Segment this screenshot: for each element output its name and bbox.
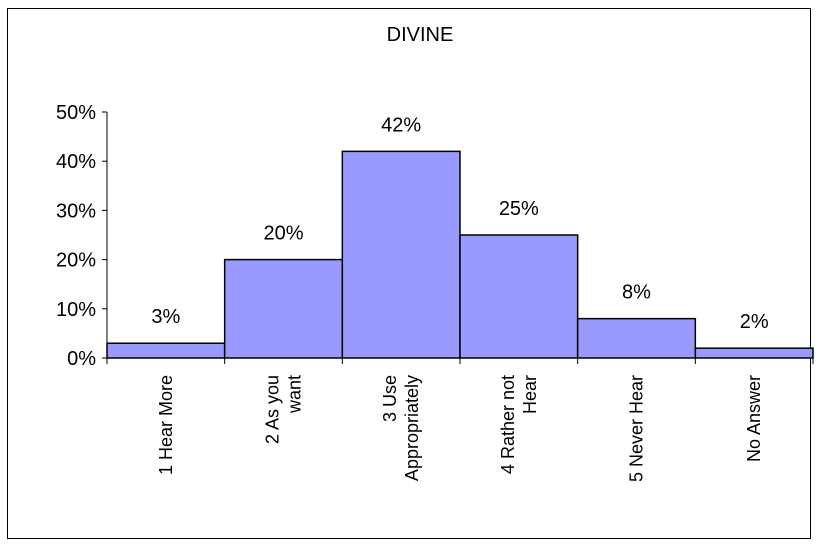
category-label-line: Hear [520, 375, 540, 414]
bar [106, 342, 226, 359]
data-label: 42% [381, 114, 421, 136]
axes: 0% 10% 20% 30% 40% 50% [56, 102, 814, 370]
y-tick-label: 10% [56, 299, 96, 321]
category-labels: 1 Hear More 2 As you want 3 Use Appropriatel… [156, 375, 764, 482]
bars [106, 150, 814, 359]
y-tick-label: 0% [67, 348, 96, 370]
category-label: 5 Never Hear [627, 375, 647, 482]
category-label: 3 Use Appropriately [380, 375, 422, 481]
y-tick-label: 20% [56, 250, 96, 272]
data-labels: 3% 20% 42% 25% 8% 2% [151, 114, 768, 333]
chart-frame [7, 8, 811, 539]
bar [223, 258, 344, 359]
category-label: 1 Hear More [156, 375, 176, 475]
category-label-line: Appropriately [402, 375, 422, 481]
category-label-line: want [285, 375, 305, 414]
data-label: 25% [499, 198, 539, 220]
bar [576, 317, 697, 359]
data-label: 20% [263, 223, 303, 245]
category-label-line: 5 Never Hear [627, 375, 647, 482]
category-label-line: 2 As you [263, 375, 283, 444]
y-tick-label: 30% [56, 200, 96, 222]
category-label-line: 4 Rather not [498, 375, 518, 474]
category-label: No Answer [744, 375, 764, 462]
data-label: 2% [740, 311, 769, 333]
category-label-line: No Answer [744, 375, 764, 462]
chart-title: DIVINE [387, 24, 454, 46]
bar [341, 150, 461, 359]
category-label-line: 1 Hear More [156, 375, 176, 475]
bar [459, 234, 579, 359]
data-label: 8% [622, 282, 651, 304]
y-tick-label: 50% [56, 102, 96, 124]
bar [694, 347, 814, 359]
category-label: 4 Rather not Hear [498, 375, 540, 474]
category-label-line: 3 Use [380, 375, 400, 422]
data-label: 3% [151, 306, 180, 328]
category-label: 2 As you want [263, 375, 305, 444]
y-tick-label: 40% [56, 151, 96, 173]
